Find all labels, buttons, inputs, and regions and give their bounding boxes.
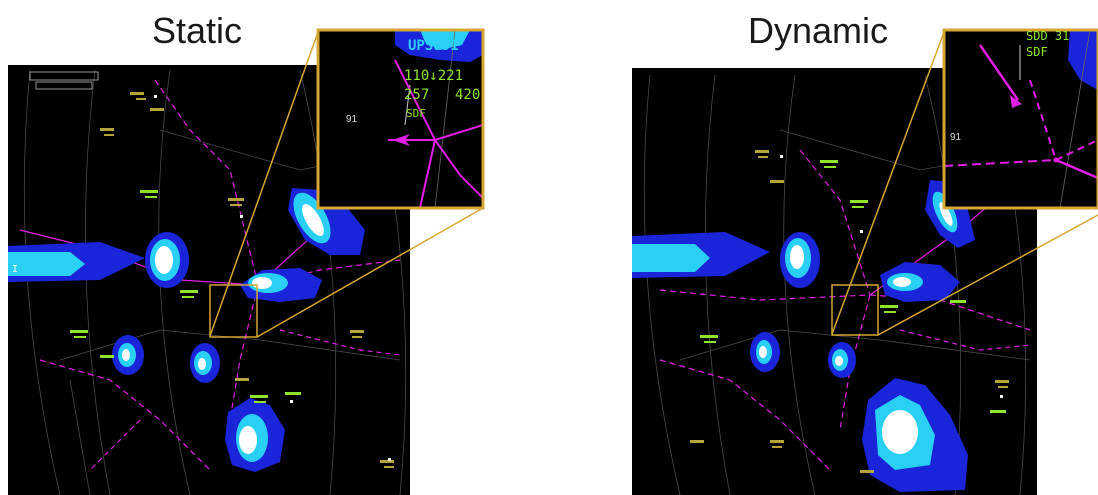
aircraft-datablocks <box>100 92 394 468</box>
radar-display-static: I <box>8 65 410 495</box>
destination-label: SDF <box>1026 45 1048 59</box>
weather-cells: I <box>8 188 365 472</box>
weather-cells <box>632 180 975 492</box>
svg-text:I: I <box>12 264 18 275</box>
datablock-line-top: SDD 31 <box>1026 29 1069 43</box>
destination-label: SDF <box>406 107 426 120</box>
speed-label: 257 <box>404 87 429 103</box>
callsign-label: UPS891 <box>408 38 459 54</box>
aircraft-targets <box>780 155 1003 398</box>
inset-dynamic <box>942 28 1098 210</box>
inset-static <box>316 28 485 210</box>
callout-lines-static <box>209 31 484 338</box>
title-dynamic: Dynamic <box>748 10 889 51</box>
aircraft-targets <box>154 95 391 461</box>
inset-static-text: UPS891 110↓221 257 420 SDF 91 <box>346 38 480 125</box>
speed-label-b: 420 <box>455 87 480 103</box>
zoom-region-static <box>209 284 258 338</box>
legend-box <box>29 71 99 90</box>
callout-lines-dynamic <box>831 31 1098 336</box>
sector-label: 91 <box>950 132 962 143</box>
title-static: Static <box>152 10 243 51</box>
inset-dynamic-text: SDD 31 SDF 91 <box>950 29 1069 143</box>
aircraft-datablocks <box>690 150 1009 473</box>
zoom-region-dynamic <box>831 284 879 336</box>
altitude-label: 110↓221 <box>404 68 463 84</box>
aircraft-datablocks-green <box>70 190 301 403</box>
sector-label: 91 <box>346 114 358 125</box>
aircraft-datablocks-green <box>700 160 1006 413</box>
